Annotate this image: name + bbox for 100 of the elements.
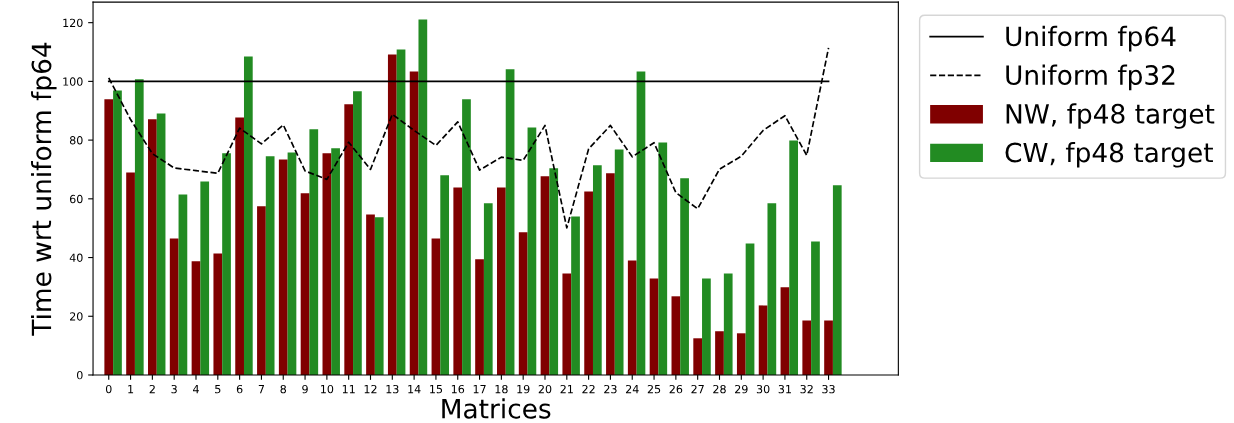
x-tick-label: 6 — [236, 384, 243, 394]
bar — [462, 99, 471, 375]
x-tick-label: 24 — [625, 384, 639, 394]
x-tick-label: 18 — [495, 384, 508, 394]
x-axis-title: Matrices — [442, 398, 551, 419]
y-tick-label: 120 — [63, 18, 83, 28]
bar — [802, 320, 812, 375]
x-tick-label: 19 — [517, 384, 530, 394]
bar — [562, 273, 572, 375]
bar — [758, 305, 768, 375]
bar — [374, 217, 384, 375]
x-tick-label: 16 — [451, 384, 465, 394]
bar — [409, 71, 419, 375]
legend-label: CW, fp48 target — [1005, 142, 1213, 168]
bar — [265, 156, 275, 375]
x-tick-label: 30 — [756, 384, 770, 394]
x-tick-label: 4 — [193, 385, 199, 394]
x-tick-label: 17 — [473, 385, 486, 394]
bar — [418, 19, 428, 375]
bar — [387, 54, 397, 375]
x-tick-label: 12 — [364, 384, 377, 394]
bar — [331, 148, 340, 375]
bar — [680, 178, 689, 375]
bar — [322, 153, 332, 375]
bar — [169, 238, 179, 375]
bar — [126, 172, 135, 375]
y-tick-label: 20 — [70, 312, 83, 321]
bar — [606, 173, 615, 375]
bar — [505, 69, 515, 375]
bar — [200, 181, 210, 375]
bar — [309, 129, 319, 375]
bar — [213, 253, 223, 375]
x-tick-label: 33 — [822, 384, 835, 394]
line-series — [107, 47, 830, 229]
bar — [636, 71, 646, 375]
bar — [278, 159, 288, 375]
x-tick-label: 31 — [778, 384, 791, 394]
bar — [549, 168, 559, 375]
x-tick-label: 25 — [647, 384, 661, 394]
bar — [702, 278, 711, 375]
bar — [475, 259, 484, 375]
bar — [366, 214, 375, 375]
bar — [222, 153, 231, 375]
x-tick-label: 26 — [669, 384, 683, 394]
bar — [243, 56, 253, 375]
bar — [396, 49, 406, 375]
x-tick-label: 28 — [713, 384, 726, 394]
bar — [540, 176, 550, 375]
legend-label: NW, fp48 target — [1006, 103, 1215, 129]
x-tick-label: 3 — [171, 384, 177, 394]
bar — [723, 273, 733, 375]
legend-label: Uniform fp64 — [1006, 25, 1176, 52]
bar — [745, 243, 755, 375]
bar — [671, 296, 681, 375]
bar — [156, 113, 166, 375]
bar — [824, 320, 833, 375]
x-tick-label: 10 — [321, 384, 334, 394]
bar — [257, 206, 266, 375]
bar — [780, 287, 790, 375]
bar — [715, 331, 724, 375]
x-tick-label: 7 — [258, 385, 265, 394]
bar — [497, 187, 506, 375]
y-tick-label: 0 — [76, 370, 83, 380]
x-tick-label: 32 — [800, 384, 813, 394]
bar — [104, 99, 114, 375]
bar — [571, 216, 580, 375]
bar — [440, 175, 450, 375]
x-tick-label: 1 — [128, 385, 134, 394]
x-tick-label: 15 — [430, 385, 443, 394]
bar — [453, 187, 463, 375]
x-tick-label: 14 — [408, 385, 421, 394]
x-tick-label: 27 — [691, 384, 704, 394]
x-tick-label: 9 — [302, 384, 308, 394]
x-tick-label: 22 — [582, 384, 595, 394]
x-tick-label: 8 — [280, 384, 287, 394]
x-tick-label: 20 — [538, 384, 552, 394]
bar — [300, 193, 310, 375]
bar — [614, 149, 624, 375]
bar — [767, 203, 777, 375]
bar — [287, 152, 297, 375]
bar — [584, 191, 593, 375]
x-tick-label: 11 — [342, 385, 355, 394]
bar — [113, 90, 122, 375]
bar — [353, 91, 362, 375]
bar — [592, 165, 602, 375]
bar — [518, 232, 528, 375]
x-tick-label: 2 — [149, 384, 155, 394]
x-tick-label: 0 — [105, 384, 112, 394]
bar — [627, 260, 637, 375]
bar — [148, 119, 157, 375]
bar — [658, 142, 668, 375]
bar — [134, 79, 144, 375]
bar — [483, 203, 493, 375]
bar — [191, 261, 201, 375]
x-tick-label: 21 — [560, 384, 573, 394]
bar — [736, 333, 746, 375]
bar — [811, 241, 820, 375]
bar — [649, 278, 659, 375]
bar — [178, 194, 188, 375]
bar — [527, 127, 537, 375]
